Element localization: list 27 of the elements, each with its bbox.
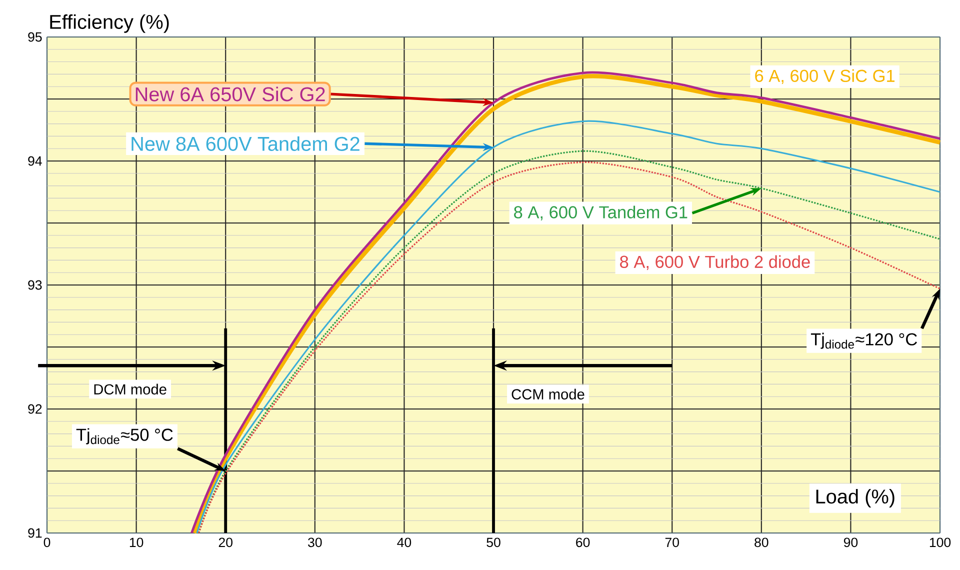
x-tick-label: 0 (44, 538, 50, 548)
text: New 8A 600V Tandem G2 (132, 136, 360, 151)
x-tick-label: 80 (754, 538, 768, 548)
annotation: DCM mode (94, 384, 166, 395)
x-tick-label: 70 (665, 538, 679, 548)
text: New 6A 650V SiC G2 (136, 86, 325, 102)
annotation: Tj$_{diode}$≈120 °C (810, 332, 917, 349)
y-tick-label: 94 (28, 156, 42, 166)
x-tick-label: 50 (486, 538, 500, 548)
y-tick-label: 92 (28, 404, 42, 414)
annotation: CCM mode (512, 388, 584, 400)
y-tick-label: 93 (28, 280, 42, 290)
x-tick-label: 90 (844, 538, 858, 548)
x-tick-label: 20 (218, 538, 232, 548)
y-axis-title: Efficiency (%) (50, 14, 169, 33)
series-label: 8 A, 600 V Tandem G1 (514, 206, 688, 220)
x-tick-label: 40 (397, 538, 412, 548)
series-label: 8 A, 600 V Turbo 2 diode (620, 255, 810, 270)
x-tick-label: 10 (130, 538, 144, 548)
y-tick-label: 95 (28, 32, 42, 42)
x-tick-label: 100 (930, 538, 951, 548)
x-axis-title: Load (%) (816, 489, 894, 508)
x-tick-label: 30 (308, 538, 322, 548)
x-tick-label: 60 (576, 538, 590, 548)
series-label: 6 A, 600 V SiC G1 (755, 69, 895, 84)
annotation: Tj$_{diode}$≈50 °C (76, 428, 173, 444)
y-tick-label: 91 (28, 528, 42, 538)
